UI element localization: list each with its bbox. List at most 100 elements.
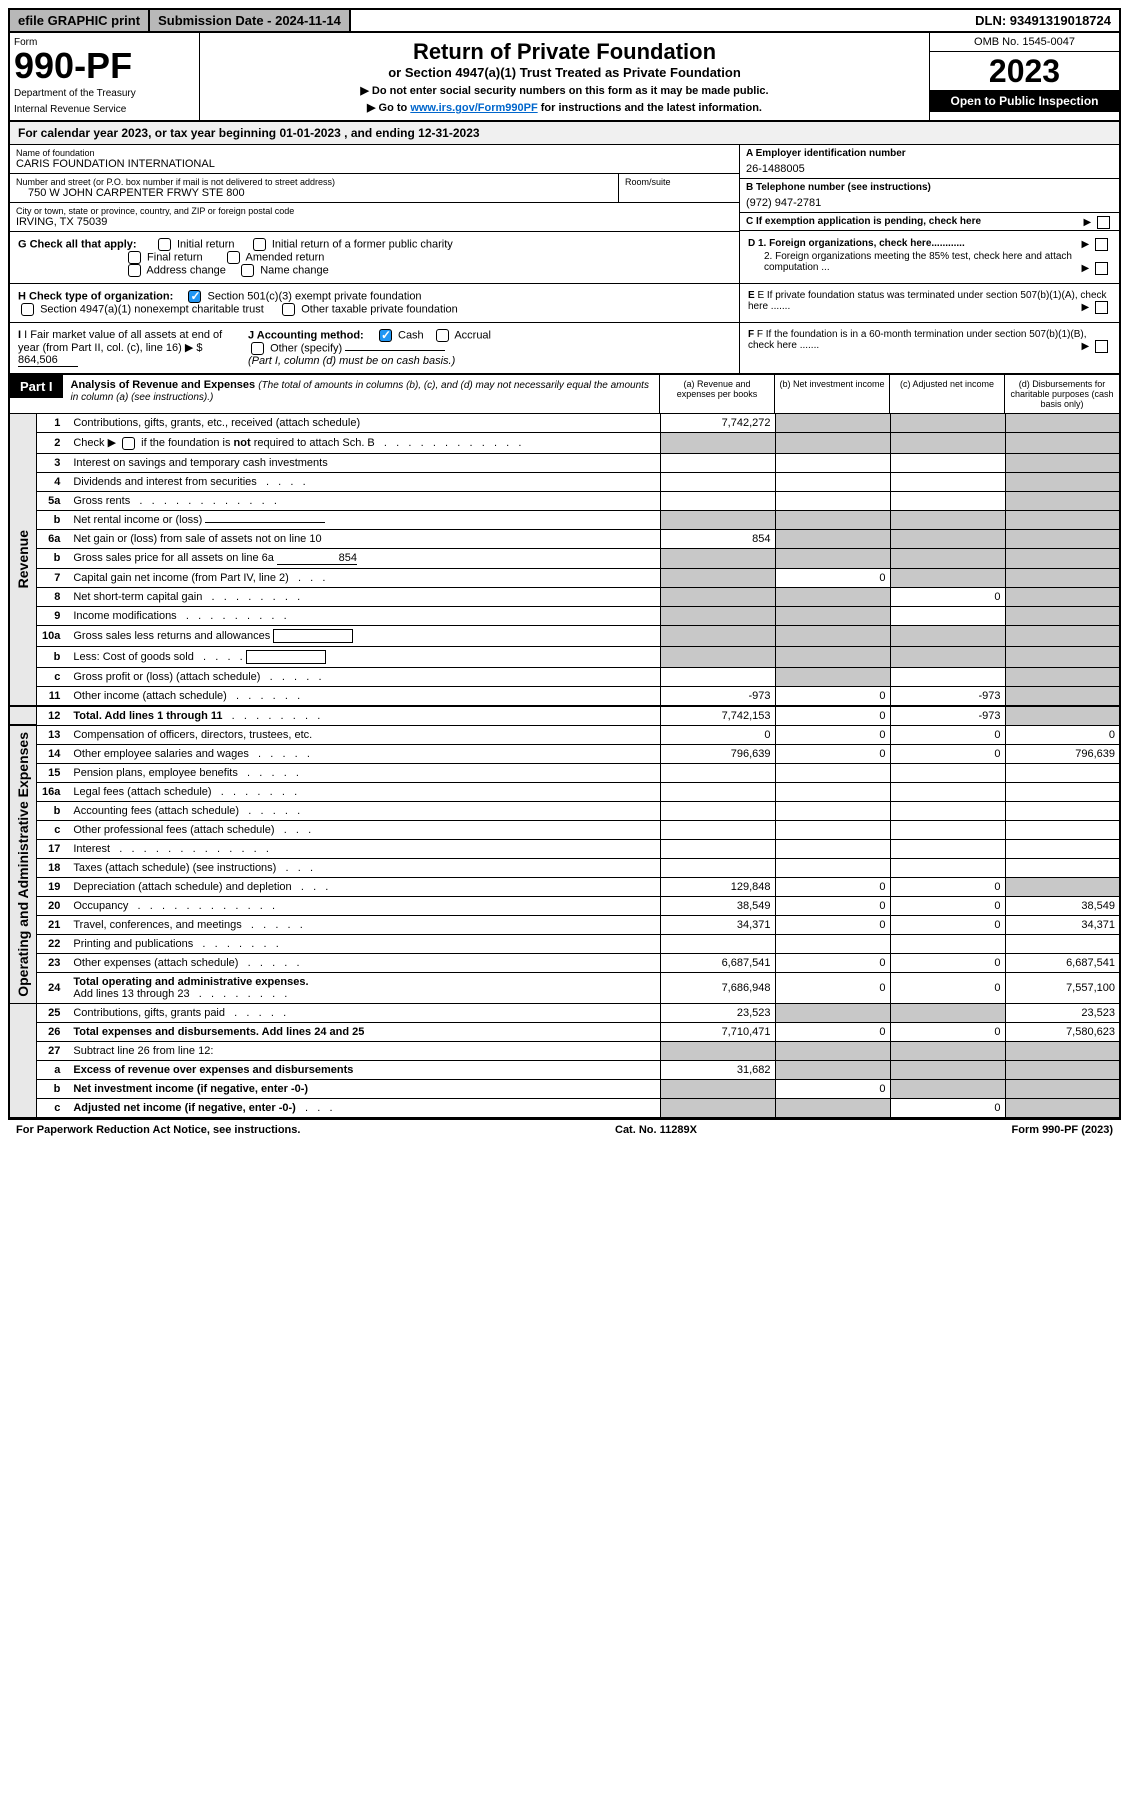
- header-row: Form 990-PF Department of the Treasury I…: [8, 33, 1121, 122]
- form-link[interactable]: www.irs.gov/Form990PF: [410, 102, 537, 114]
- cell-a: [660, 491, 775, 510]
- initial-former-checkbox[interactable]: [253, 238, 266, 251]
- cell-d: [1005, 877, 1120, 896]
- e-section: E E If private foundation status was ter…: [739, 284, 1119, 322]
- foundation-name-cell: Name of foundation CARIS FOUNDATION INTE…: [10, 145, 739, 174]
- f-row: F F If the foundation is in a 60-month t…: [748, 329, 1111, 351]
- row-desc: Occupancy . . . . . . . . . . . .: [68, 896, 660, 915]
- cell-c: [890, 1003, 1005, 1022]
- cash-checkbox[interactable]: [379, 329, 392, 342]
- accrual-checkbox[interactable]: [436, 329, 449, 342]
- instr2-post: for instructions and the latest informat…: [538, 102, 762, 114]
- e-checkbox[interactable]: [1095, 301, 1108, 314]
- name-change-checkbox[interactable]: [241, 264, 254, 277]
- table-row: 5a Gross rents . . . . . . . . . . . .: [9, 491, 1120, 510]
- d1-label: D 1. Foreign organizations, check here..…: [748, 238, 965, 249]
- cell-d: [1005, 510, 1120, 529]
- cell-b: [775, 820, 890, 839]
- main-table: Revenue 1 Contributions, gifts, grants, …: [8, 414, 1121, 1119]
- row-num: 5a: [37, 491, 69, 510]
- cell-b: 0: [775, 877, 890, 896]
- cell-a: [660, 587, 775, 606]
- row-desc: Accounting fees (attach schedule) . . . …: [68, 801, 660, 820]
- cell-a: [660, 1041, 775, 1060]
- cell-c: [890, 453, 1005, 472]
- spacer: [351, 18, 967, 24]
- table-row: 18 Taxes (attach schedule) (see instruct…: [9, 858, 1120, 877]
- cell-b: [775, 801, 890, 820]
- cell-a: 7,686,948: [660, 972, 775, 1003]
- f-checkbox[interactable]: [1095, 340, 1108, 353]
- cell-d: [1005, 548, 1120, 568]
- h-left: H Check type of organization: Section 50…: [18, 290, 739, 316]
- cell-c: [890, 548, 1005, 568]
- amended-return-checkbox[interactable]: [227, 251, 240, 264]
- row-desc: Total operating and administrative expen…: [68, 972, 660, 1003]
- other-method-checkbox[interactable]: [251, 342, 264, 355]
- row-num: b: [37, 646, 69, 667]
- schb-checkbox[interactable]: [122, 437, 135, 450]
- row-desc: Income modifications . . . . . . . . .: [68, 606, 660, 625]
- final-return-checkbox[interactable]: [128, 251, 141, 264]
- row-num: 12: [37, 706, 69, 726]
- table-row: a Excess of revenue over expenses and di…: [9, 1060, 1120, 1079]
- 4947-checkbox[interactable]: [21, 303, 34, 316]
- table-row: Operating and Administrative Expenses 13…: [9, 725, 1120, 744]
- row-num: 7: [37, 568, 69, 587]
- row-num: 11: [37, 686, 69, 706]
- row-desc: Compensation of officers, directors, tru…: [68, 725, 660, 744]
- g-amended: Amended return: [246, 251, 325, 263]
- city-value: IRVING, TX 75039: [16, 216, 733, 228]
- cell-a: -973: [660, 686, 775, 706]
- row-desc: Gross rents . . . . . . . . . . . .: [68, 491, 660, 510]
- exemption-label: C If exemption application is pending, c…: [746, 216, 981, 227]
- city-label: City or town, state or province, country…: [16, 206, 733, 216]
- info-right: A Employer identification number 26-1488…: [739, 145, 1119, 232]
- table-row: b Less: Cost of goods sold . . . .: [9, 646, 1120, 667]
- cell-b: [775, 414, 890, 433]
- cell-b: [775, 433, 890, 454]
- instr2-pre: ▶ Go to: [367, 102, 410, 114]
- cell-d: [1005, 782, 1120, 801]
- col-c-header: (c) Adjusted net income: [889, 375, 1004, 413]
- table-row: b Accounting fees (attach schedule) . . …: [9, 801, 1120, 820]
- cell-c: [890, 529, 1005, 548]
- row-num: b: [37, 510, 69, 529]
- address-change-checkbox[interactable]: [128, 264, 141, 277]
- exemption-checkbox[interactable]: [1097, 216, 1110, 229]
- other-taxable-checkbox[interactable]: [282, 303, 295, 316]
- row-num: 26: [37, 1022, 69, 1041]
- h-501c3: Section 501(c)(3) exempt private foundat…: [208, 290, 422, 302]
- initial-return-checkbox[interactable]: [158, 238, 171, 251]
- cell-b: 0: [775, 568, 890, 587]
- d1-checkbox[interactable]: [1095, 238, 1108, 251]
- address-cell: Number and street (or P.O. box number if…: [10, 174, 619, 203]
- room-cell: Room/suite: [619, 174, 739, 203]
- cell-c: 0: [890, 1098, 1005, 1118]
- row-desc: Net investment income (if negative, ente…: [68, 1079, 660, 1098]
- row-desc: Other professional fees (attach schedule…: [68, 820, 660, 839]
- cell-c: [890, 934, 1005, 953]
- table-row: 7 Capital gain net income (from Part IV,…: [9, 568, 1120, 587]
- cell-b: [775, 839, 890, 858]
- table-row: 22 Printing and publications . . . . . .…: [9, 934, 1120, 953]
- table-row: b Net rental income or (loss): [9, 510, 1120, 529]
- row-num: a: [37, 1060, 69, 1079]
- cell-d: [1005, 706, 1120, 726]
- cell-b: [775, 782, 890, 801]
- cell-c: [890, 625, 1005, 646]
- cell-d: [1005, 606, 1120, 625]
- d2-checkbox[interactable]: [1095, 262, 1108, 275]
- row-num: 27: [37, 1041, 69, 1060]
- cell-a: [660, 801, 775, 820]
- cell-d: 34,371: [1005, 915, 1120, 934]
- side-gap: [9, 706, 37, 726]
- i-label: I Fair market value of all assets at end…: [18, 329, 222, 354]
- table-row: 4 Dividends and interest from securities…: [9, 472, 1120, 491]
- cell-a: 7,742,153: [660, 706, 775, 726]
- cell-c: [890, 510, 1005, 529]
- 501c3-checkbox[interactable]: [188, 290, 201, 303]
- cell-c: [890, 820, 1005, 839]
- cell-b: [775, 646, 890, 667]
- other-specify-field[interactable]: [345, 350, 445, 351]
